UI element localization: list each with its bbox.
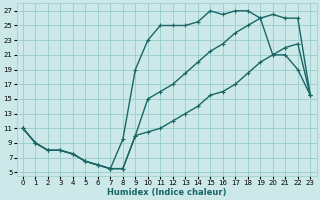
X-axis label: Humidex (Indice chaleur): Humidex (Indice chaleur) bbox=[107, 188, 226, 197]
